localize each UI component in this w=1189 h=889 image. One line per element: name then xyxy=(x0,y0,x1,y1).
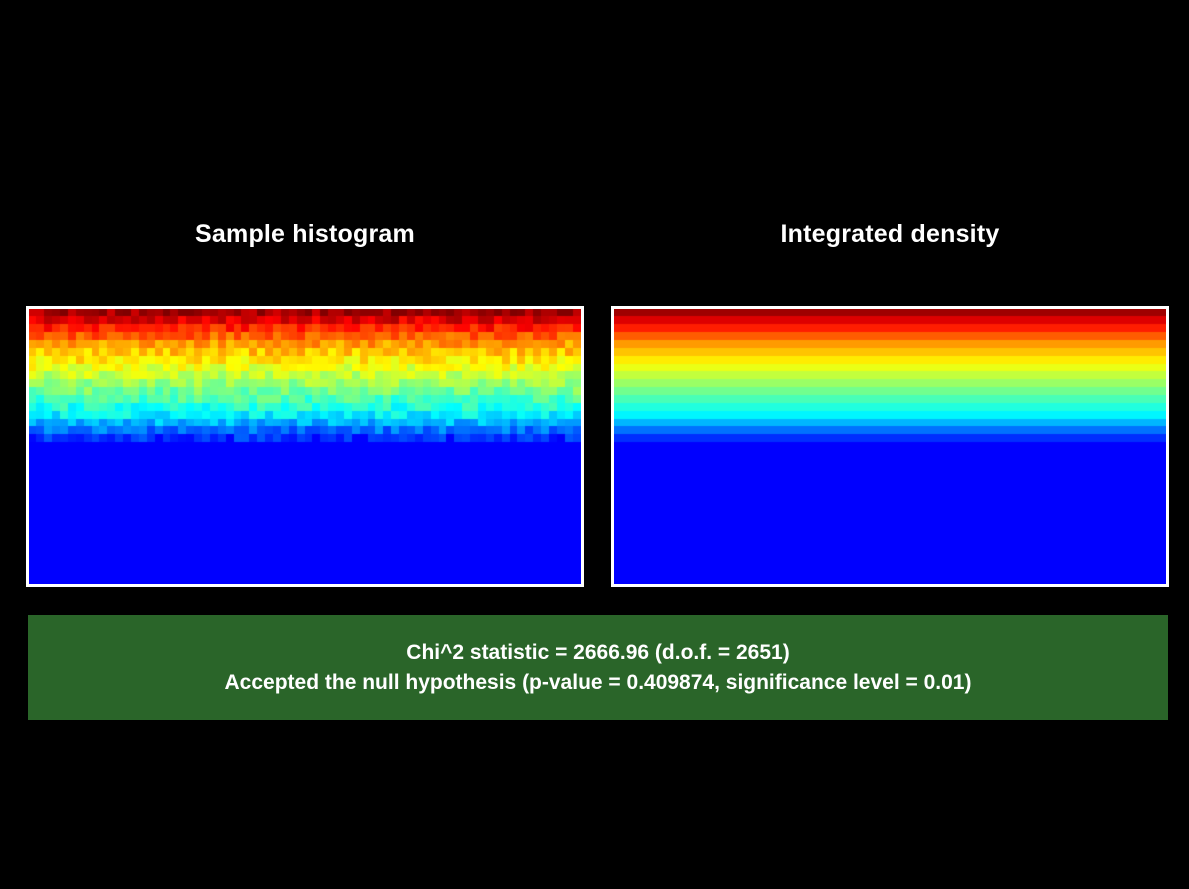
integrated-density-canvas xyxy=(614,309,1166,584)
chi-square-statistic-text: Chi^2 statistic = 2666.96 (d.o.f. = 2651… xyxy=(406,640,790,664)
sample-histogram-canvas xyxy=(29,309,581,584)
sample-histogram-plot xyxy=(26,306,584,587)
hypothesis-result-text: Accepted the null hypothesis (p-value = … xyxy=(224,670,972,694)
sample-histogram-title: Sample histogram xyxy=(195,220,415,248)
integrated-density-plot xyxy=(611,306,1169,587)
integrated-density-title: Integrated density xyxy=(780,220,1000,248)
chi-square-result-box: Chi^2 statistic = 2666.96 (d.o.f. = 2651… xyxy=(28,615,1168,720)
